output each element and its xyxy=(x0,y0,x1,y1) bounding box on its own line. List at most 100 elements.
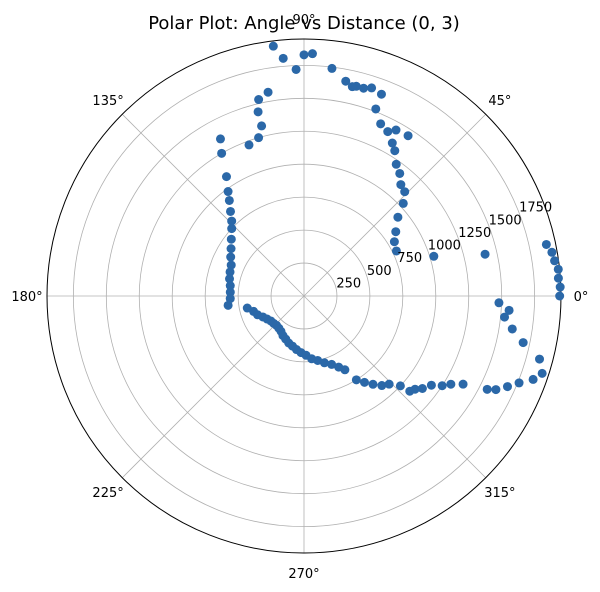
data-point xyxy=(371,104,381,114)
data-point xyxy=(223,187,233,197)
data-point xyxy=(263,87,273,97)
radial-tick-label: 250 xyxy=(336,276,361,291)
data-point xyxy=(215,134,225,144)
data-point xyxy=(225,287,235,297)
data-point xyxy=(387,138,397,148)
chart-title: Polar Plot: Angle vs Distance (0, 3) xyxy=(148,13,460,34)
data-point xyxy=(514,378,524,388)
data-point xyxy=(398,198,408,208)
radial-tick-label: 750 xyxy=(397,251,422,266)
data-point xyxy=(426,380,436,390)
data-point xyxy=(389,237,399,247)
data-point xyxy=(351,375,361,385)
data-point xyxy=(437,381,447,391)
data-point xyxy=(395,381,405,391)
data-point xyxy=(518,338,528,348)
data-point xyxy=(553,273,563,283)
data-point xyxy=(226,252,236,262)
data-point xyxy=(555,291,565,301)
data-point xyxy=(504,305,514,315)
data-point xyxy=(367,83,377,93)
data-point xyxy=(377,381,387,391)
angular-grid-line xyxy=(303,113,487,297)
data-point xyxy=(400,187,410,197)
data-point xyxy=(502,382,512,392)
data-point xyxy=(376,89,386,99)
data-point xyxy=(244,140,254,150)
data-point xyxy=(225,274,235,284)
data-point xyxy=(340,365,350,375)
data-point xyxy=(376,119,386,129)
data-points xyxy=(215,41,565,396)
data-point xyxy=(226,244,236,254)
data-point xyxy=(226,234,236,244)
radial-tick-label: 1500 xyxy=(489,213,522,228)
data-point xyxy=(391,246,401,256)
data-point xyxy=(327,63,337,73)
data-point xyxy=(446,379,456,389)
data-point xyxy=(359,83,369,93)
angular-tick-label: 315° xyxy=(484,486,515,501)
data-point xyxy=(225,267,235,277)
radial-tick-label: 1000 xyxy=(428,239,461,254)
angular-tick-label: 225° xyxy=(92,486,123,501)
data-point xyxy=(226,260,236,270)
data-point xyxy=(226,206,235,216)
radial-tick-label: 1250 xyxy=(458,226,491,241)
data-point xyxy=(224,195,234,205)
data-point xyxy=(383,127,393,137)
data-point xyxy=(500,312,510,322)
radial-tick-label: 1750 xyxy=(519,201,552,216)
data-point xyxy=(410,384,420,394)
data-point xyxy=(555,282,565,292)
angular-tick-label: 135° xyxy=(92,94,123,109)
angular-tick-label: 270° xyxy=(288,567,319,582)
data-point xyxy=(217,148,227,158)
data-point xyxy=(547,247,557,257)
data-point xyxy=(253,107,263,117)
data-point xyxy=(395,168,405,178)
angular-tick-label: 0° xyxy=(574,290,589,305)
angular-tick-label: 180° xyxy=(11,290,42,305)
data-point xyxy=(482,384,492,394)
data-point xyxy=(491,385,501,395)
data-point xyxy=(429,251,439,261)
data-point xyxy=(537,368,547,378)
data-point xyxy=(221,172,231,182)
data-point xyxy=(278,53,288,63)
data-point xyxy=(291,64,301,74)
data-point xyxy=(417,384,427,393)
radial-tick-label: 500 xyxy=(367,264,392,279)
data-point xyxy=(403,131,413,141)
data-point xyxy=(480,249,490,259)
data-point xyxy=(359,377,369,387)
data-point xyxy=(347,82,357,92)
angular-tick-labels: 0° 45° 90° 135° 180° 225° 270° 315° xyxy=(11,13,588,582)
data-point xyxy=(299,50,309,60)
data-point xyxy=(391,125,401,135)
data-point xyxy=(535,354,545,364)
data-point xyxy=(225,281,235,291)
data-point xyxy=(227,224,237,234)
data-point xyxy=(327,359,337,369)
data-point xyxy=(268,41,278,51)
data-point xyxy=(384,379,394,389)
data-point xyxy=(257,121,267,131)
data-point xyxy=(254,95,264,105)
data-point xyxy=(507,324,517,334)
data-point xyxy=(391,227,401,237)
angular-grid-line xyxy=(121,113,305,297)
data-point xyxy=(368,379,378,389)
data-point xyxy=(254,133,264,143)
data-point xyxy=(223,300,233,310)
data-point xyxy=(528,374,538,384)
data-point xyxy=(391,159,401,169)
data-point xyxy=(307,49,317,59)
data-point xyxy=(550,256,560,266)
data-point xyxy=(553,264,563,274)
data-point xyxy=(458,379,468,389)
data-point xyxy=(390,146,400,156)
data-point xyxy=(227,216,237,226)
